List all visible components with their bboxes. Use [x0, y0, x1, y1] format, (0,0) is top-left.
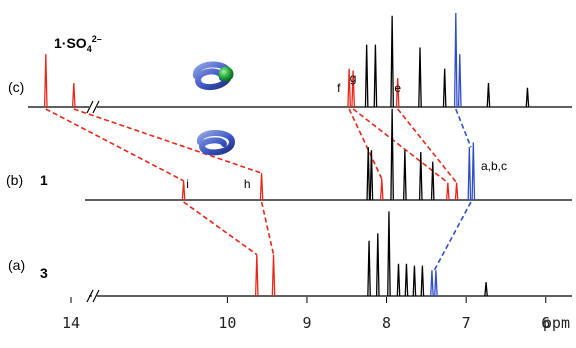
correlation-line	[183, 201, 258, 256]
nmr-peak	[454, 182, 459, 201]
correlation-line	[348, 108, 383, 180]
nmr-peak	[430, 161, 435, 201]
helix-icon	[197, 130, 236, 156]
x-axis: 141098765ppm	[62, 297, 570, 332]
nmr-peak	[457, 54, 462, 108]
nmr-peak	[403, 150, 407, 201]
tick-label: 10	[218, 314, 236, 332]
correlation-lines	[45, 108, 472, 271]
compound-label-b: 1	[40, 172, 48, 188]
nmr-peak	[430, 270, 434, 297]
spectrum-trace	[86, 211, 572, 303]
correlation-line	[45, 108, 184, 182]
nmr-peak	[375, 233, 380, 297]
nmr-peak	[387, 211, 391, 297]
compound-label-a: 3	[40, 265, 48, 281]
nmr-peak	[351, 70, 355, 108]
peak-label: e	[394, 81, 401, 95]
panel-label-c: (c)	[8, 79, 24, 95]
nmr-peak	[420, 265, 425, 297]
axis-break-mark	[92, 100, 100, 114]
nmr-peak	[434, 270, 438, 297]
spectrum-trace	[28, 12, 572, 114]
nmr-peak	[404, 263, 409, 297]
nmr-peak	[367, 240, 371, 297]
correlation-line	[433, 201, 472, 271]
axis-break-mark	[92, 289, 100, 303]
correlation-line	[73, 108, 262, 174]
nmr-peak	[43, 54, 48, 108]
nmr-peak	[471, 142, 476, 201]
nmr-peak	[486, 82, 491, 108]
nmr-peak	[484, 282, 488, 297]
nmr-peak	[347, 68, 351, 108]
nmr-peak	[390, 108, 394, 201]
nmr-peak	[369, 150, 374, 201]
spectra	[28, 12, 572, 303]
correlation-line	[455, 108, 472, 148]
nmr-peak	[379, 178, 384, 201]
axis-break-mark	[86, 289, 94, 303]
correlation-line	[260, 201, 275, 255]
spectrum-trace	[85, 108, 572, 201]
nmr-peak	[71, 82, 76, 108]
tick-label: 9	[302, 314, 311, 332]
nmr-peak	[396, 263, 401, 297]
nmr-peak	[259, 173, 264, 201]
peak-label: h	[244, 177, 251, 191]
nmr-peak	[418, 47, 422, 108]
nmr-peak	[418, 151, 423, 201]
nmr-peak	[446, 182, 450, 201]
nmr-peak	[373, 44, 378, 108]
panel-label-b: (b)	[6, 172, 23, 188]
peak-label: g	[350, 71, 357, 85]
tick-label: 8	[382, 314, 391, 332]
helix-with-anion-icon	[193, 61, 234, 91]
peak-label: i	[186, 177, 189, 191]
x-axis-label: ppm	[543, 314, 570, 332]
nmr-peak	[366, 147, 371, 201]
nmr-peak	[442, 68, 447, 108]
nmr-peak	[181, 180, 186, 201]
peak-label: f	[337, 81, 341, 95]
nmr-peak	[390, 15, 394, 108]
panel-label-a: (a)	[8, 257, 25, 273]
nmr-peak	[467, 147, 472, 201]
nmr-peak	[453, 12, 458, 108]
peak-label: a,b,c	[481, 159, 507, 173]
tick-label: 6	[541, 314, 550, 332]
nmr-peak	[254, 254, 259, 297]
tick-label: 7	[462, 314, 471, 332]
correlation-line	[397, 108, 458, 184]
nmr-peak	[271, 254, 276, 297]
tick-label: 14	[62, 314, 80, 332]
nmr-peak	[364, 44, 369, 108]
axis-break-mark	[86, 100, 94, 114]
compound-label-c: 1·SO42–	[54, 34, 102, 54]
nmr-peak	[525, 87, 530, 108]
nmr-peak	[395, 78, 400, 108]
nmr-peak	[412, 265, 417, 297]
